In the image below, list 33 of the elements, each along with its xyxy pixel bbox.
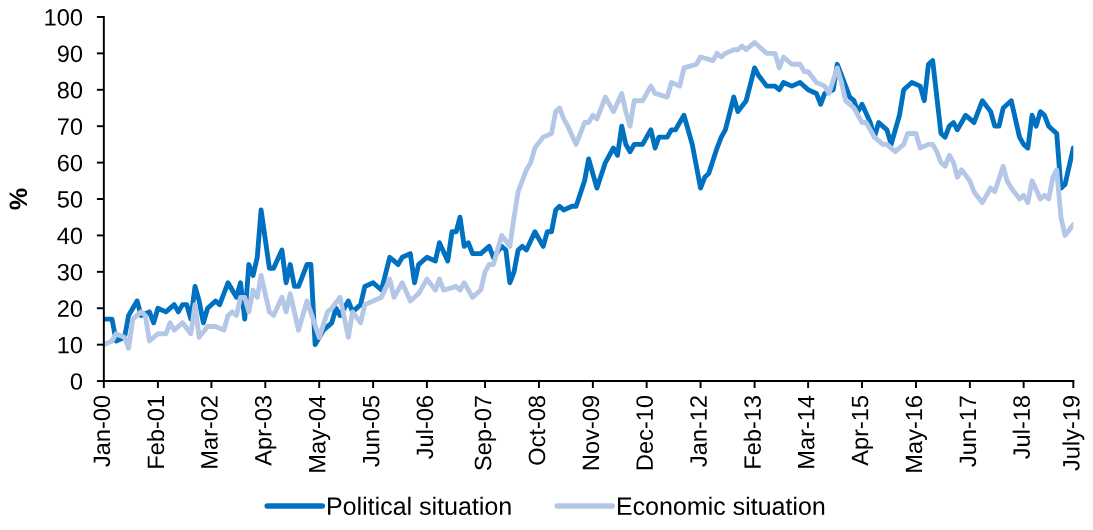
y-tick-label: 30 — [57, 263, 83, 281]
y-tick-label: 60 — [57, 154, 83, 172]
x-tick-label: Feb-01 — [146, 396, 165, 468]
x-tick-label: Jul-18 — [1012, 395, 1030, 459]
x-tick-label: Jul-06 — [415, 395, 434, 459]
x-tick-label: Mar-14 — [797, 395, 815, 468]
y-tick-label: 100 — [45, 9, 83, 26]
x-tick-label: Oct-08 — [528, 395, 546, 465]
x-tick-label: Jun-17 — [959, 396, 977, 467]
legend-label: Economic situation — [617, 496, 825, 516]
x-tick-label: Apr-15 — [851, 395, 874, 466]
y-tick-label: 50 — [57, 191, 83, 208]
y-tick-label: 0 — [70, 373, 83, 390]
x-tick-label: May-04 — [308, 395, 331, 472]
x-tick-label: Jun-05 — [362, 395, 380, 467]
y-axis-title: % — [9, 188, 28, 210]
y-tick-label: 80 — [57, 81, 83, 99]
x-tick-label: Jan-00 — [93, 395, 111, 467]
y-tick-label: 90 — [57, 45, 83, 63]
x-tick-label: Dec-10 — [636, 395, 653, 470]
x-tick-label: Jan-12 — [690, 396, 707, 467]
x-tick-label: Nov-09 — [582, 396, 600, 470]
x-tick-label: Apr-03 — [254, 395, 277, 466]
y-tick-label: 20 — [57, 300, 83, 318]
legend-label: Political situation — [328, 496, 511, 516]
x-tick-label: July-19 — [1062, 396, 1085, 471]
x-tick-label: May-16 — [905, 395, 927, 472]
y-tick-label: 40 — [57, 227, 83, 245]
y-tick-label: 10 — [58, 336, 83, 354]
x-tick-label: Sep-07 — [474, 396, 497, 471]
x-tick-label: Feb-13 — [743, 395, 761, 468]
x-tick-label: Mar-02 — [201, 396, 218, 468]
y-tick-label: 70 — [57, 118, 83, 135]
